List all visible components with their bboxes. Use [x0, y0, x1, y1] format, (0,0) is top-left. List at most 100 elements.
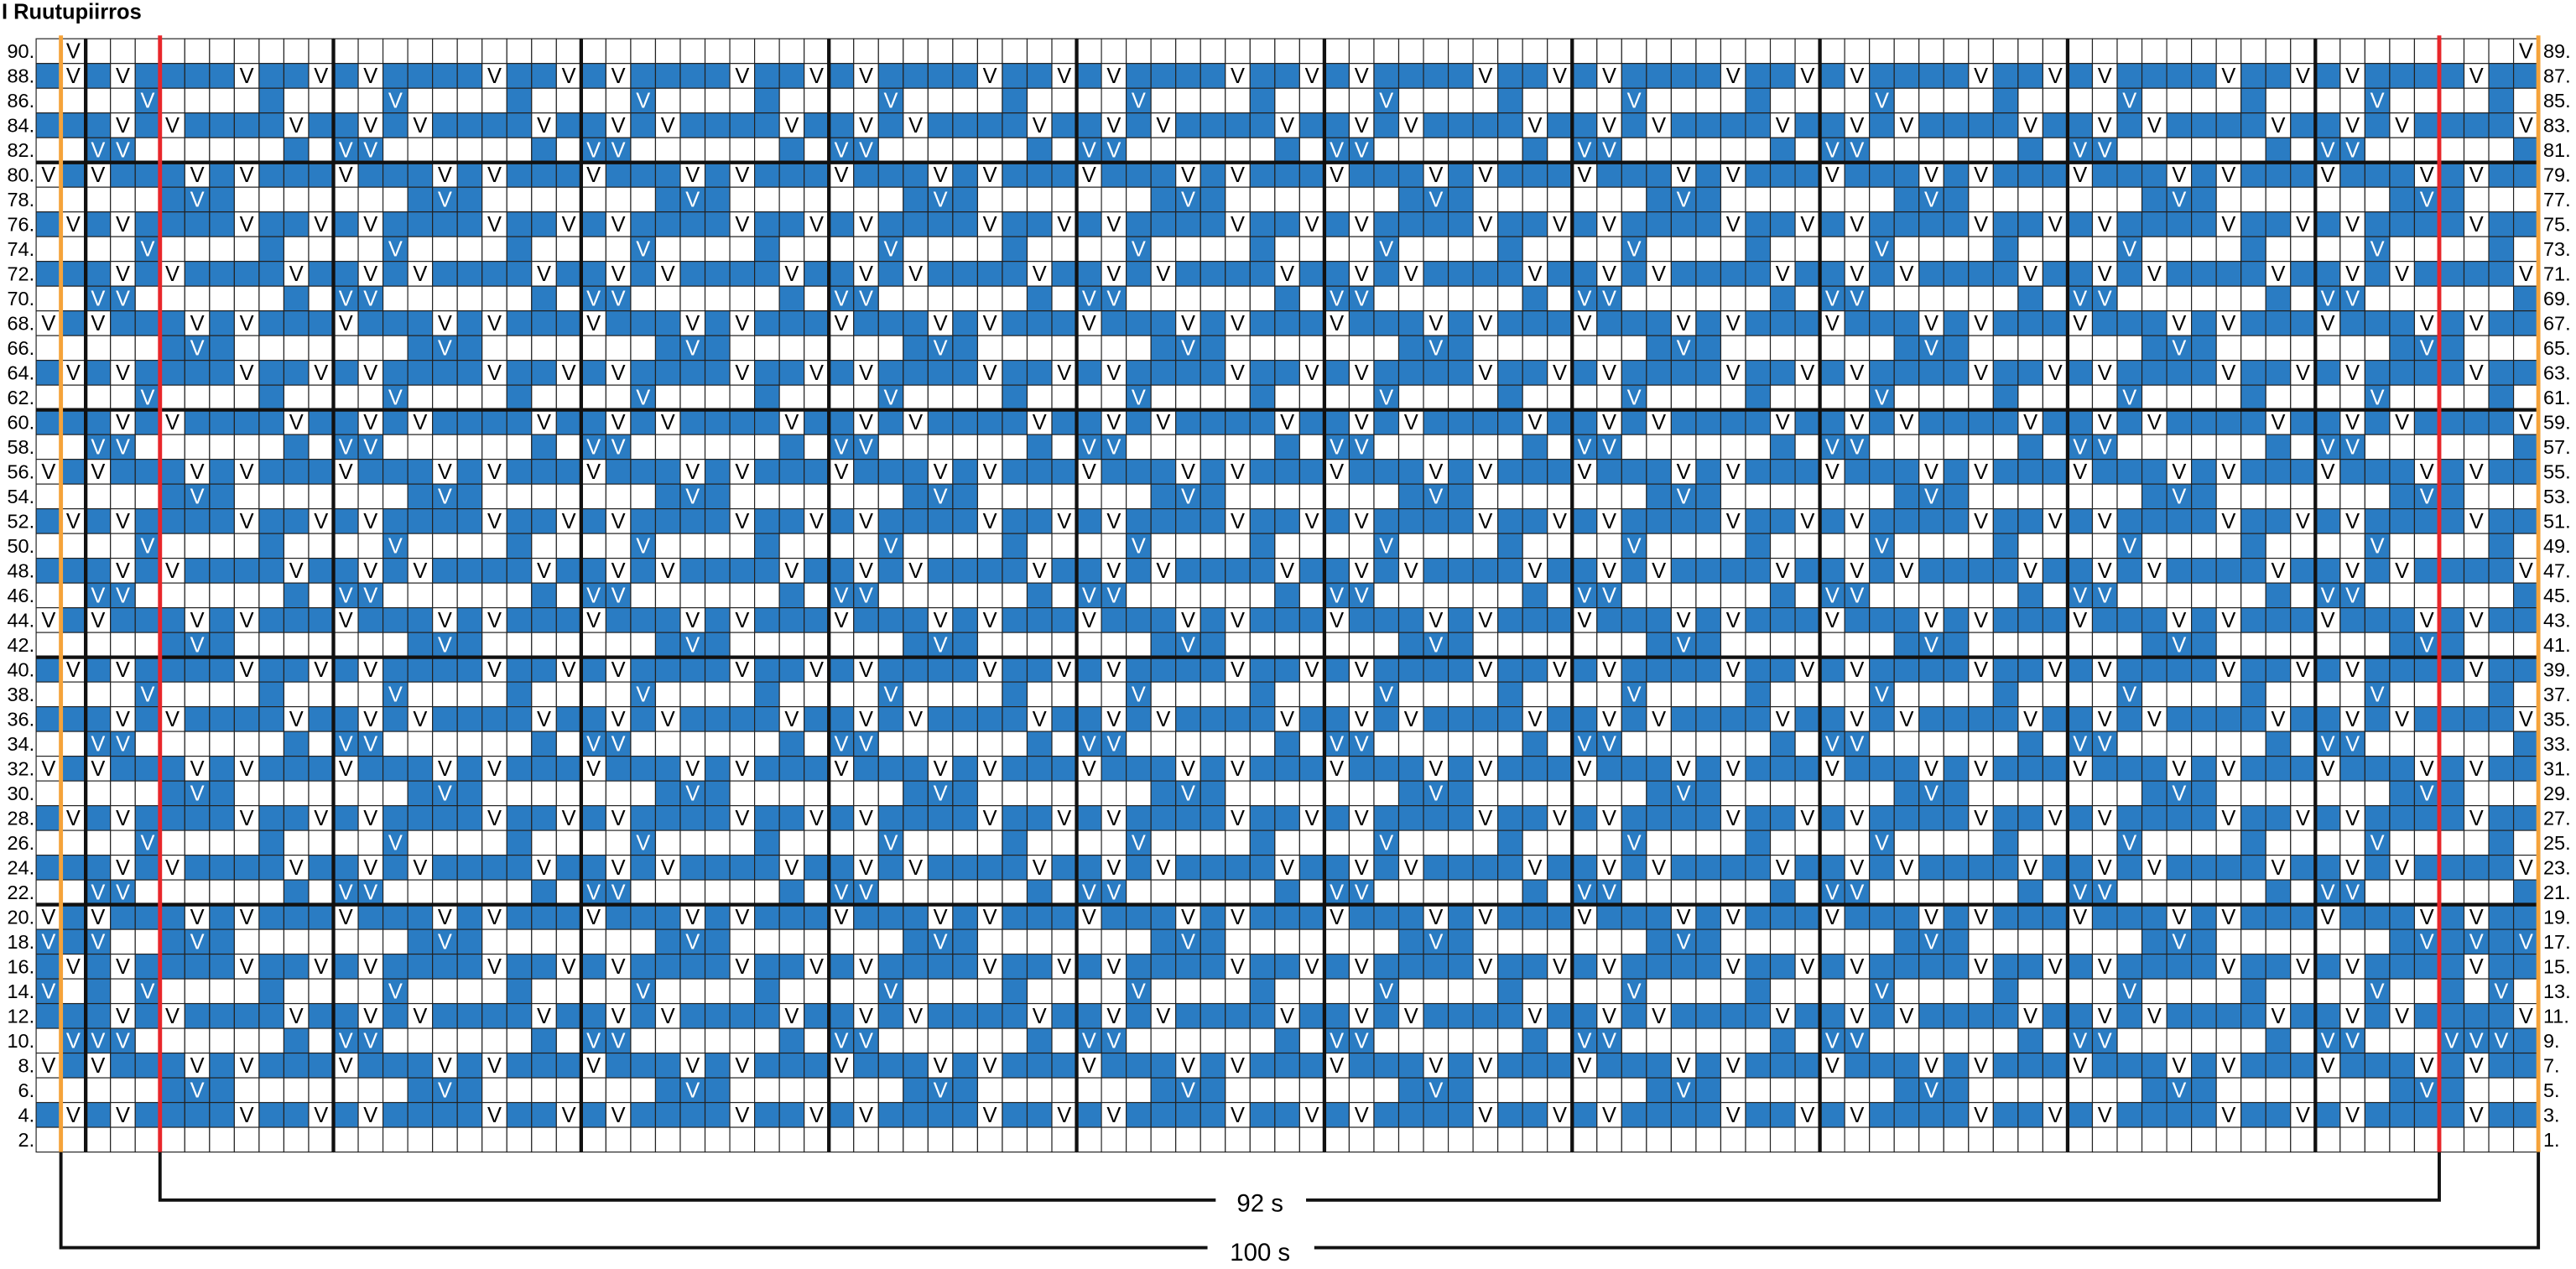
stitch-symbol: V: [1726, 955, 1741, 979]
cell: [233, 335, 260, 361]
cell: [308, 632, 335, 658]
stitch-symbol: V: [2098, 708, 2112, 731]
cell: [2067, 236, 2094, 263]
cell: [1943, 756, 1970, 782]
cell: [2364, 558, 2391, 584]
stitch-symbol: V: [537, 1005, 551, 1028]
cell: [1423, 830, 1449, 856]
stitch-symbol: V: [1825, 1029, 1840, 1053]
cell: [2413, 830, 2440, 856]
cell: [1324, 978, 1350, 1005]
cell: [1992, 731, 2019, 757]
cell: [1596, 285, 1622, 312]
cell: [1819, 335, 1845, 361]
cell: [1893, 780, 1920, 807]
cell: [432, 384, 458, 411]
cell: [1075, 854, 1102, 881]
stitch-symbol: V: [834, 312, 848, 335]
cell: [1769, 211, 1796, 237]
cell: [1298, 137, 1325, 164]
cell: [283, 483, 310, 510]
cell: [1075, 236, 1102, 263]
cell: [1274, 756, 1300, 782]
cell: [2067, 780, 2094, 807]
cell: [704, 434, 731, 460]
cell: [1893, 582, 1920, 609]
cell: [555, 137, 582, 164]
cell: [1373, 854, 1400, 881]
cell: [407, 236, 434, 263]
stitch-symbol: V: [1850, 411, 1864, 434]
cell: [1893, 756, 1920, 782]
stitch-symbol: V: [1974, 906, 1988, 929]
cell: [1547, 533, 1573, 559]
cell: [1225, 285, 1251, 312]
cell: [2191, 582, 2217, 609]
cell: [2488, 409, 2515, 435]
stitch-symbol: V: [809, 510, 824, 533]
cell: [110, 780, 136, 807]
cell: [605, 63, 632, 89]
stitch-symbol: V: [859, 288, 873, 311]
cell: [778, 38, 805, 65]
cell: [976, 261, 1003, 287]
stitch-symbol: V: [1602, 411, 1616, 434]
cell: [679, 805, 706, 831]
cell: [2339, 310, 2365, 336]
cell: [1126, 879, 1152, 906]
cell: [704, 38, 731, 65]
stitch-symbol: V: [438, 609, 452, 632]
stitch-symbol: V: [1429, 460, 1443, 484]
cell: [209, 211, 235, 237]
cell: [952, 434, 979, 460]
cell: [1472, 112, 1499, 138]
cell: [952, 879, 979, 906]
stitch-symbol: V: [1627, 387, 1642, 410]
cell: [976, 335, 1003, 361]
cell: [903, 112, 929, 138]
stitch-symbol: V: [1355, 658, 1369, 682]
cell: [828, 63, 855, 89]
stitch-symbol: V: [1057, 955, 1071, 979]
cell: [1348, 335, 1375, 361]
cell: [2389, 483, 2416, 510]
cell: [1101, 211, 1127, 237]
cell: [283, 285, 310, 312]
cell: [308, 978, 335, 1005]
cell: [1720, 261, 1746, 287]
stitch-symbol: V: [2048, 361, 2063, 385]
stitch-symbol: V: [1106, 510, 1121, 533]
stitch-symbol: V: [884, 387, 898, 410]
cell: [2166, 879, 2193, 906]
cell: [407, 38, 434, 65]
cell: [456, 87, 483, 114]
cell: [456, 211, 483, 237]
cell: [1670, 731, 1697, 757]
cell: [1225, 261, 1251, 287]
cell: [1472, 978, 1499, 1005]
cell: [1249, 285, 1276, 312]
cell: [1200, 483, 1226, 510]
cell: [1869, 211, 1895, 237]
stitch-symbol: V: [735, 757, 749, 781]
stitch-symbol: V: [1553, 510, 1567, 533]
cell: [1794, 434, 1821, 460]
cell: [1869, 483, 1895, 510]
cell: [1447, 384, 1474, 411]
cell: [2116, 854, 2143, 881]
cell: [1547, 582, 1573, 609]
cell: [1918, 830, 1944, 856]
cell: [1348, 87, 1375, 114]
cell: [506, 310, 533, 336]
cell: [804, 38, 830, 65]
stitch-symbol: V: [363, 585, 377, 608]
cell: [754, 607, 780, 633]
cell: [1819, 87, 1845, 114]
cell: [1918, 558, 1944, 584]
cell: [506, 582, 533, 609]
cell: [2314, 261, 2341, 287]
stitch-symbol: V: [1231, 510, 1245, 533]
stitch-symbol: V: [2519, 559, 2533, 583]
cell: [555, 756, 582, 782]
stitch-symbol: V: [1850, 658, 1864, 682]
